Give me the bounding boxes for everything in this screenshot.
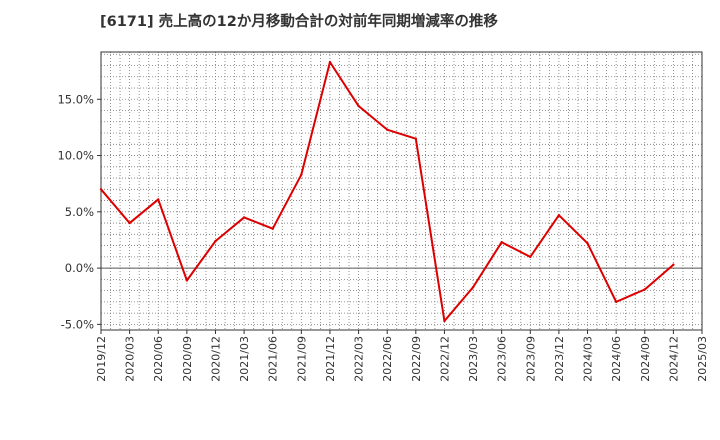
series-points — [99, 60, 675, 323]
plot-area — [101, 52, 702, 330]
data-point — [529, 255, 532, 259]
y-tick-label: 15.0% — [57, 92, 94, 106]
x-tick-label: 2025/03 — [696, 336, 709, 382]
x-tick-label: 2020/06 — [152, 336, 165, 382]
x-tick-label: 2021/03 — [238, 336, 251, 382]
x-tick-label: 2019/12 — [95, 336, 108, 382]
data-point — [157, 198, 160, 201]
data-point — [385, 128, 389, 131]
x-tick-label: 2020/12 — [209, 336, 222, 382]
data-point — [99, 188, 103, 191]
x-tick-label: 2023/06 — [496, 336, 509, 382]
x-tick-label: 2024/12 — [667, 336, 680, 382]
data-point — [128, 221, 131, 225]
x-tick-label: 2021/06 — [267, 336, 280, 382]
x-tick-label: 2024/06 — [610, 336, 623, 382]
y-axis: -5.0% 0.0% 5.0% 10.0% 15.0% — [57, 92, 101, 331]
data-point — [300, 173, 303, 176]
x-tick-label: 2024/03 — [582, 336, 595, 382]
y-tick-label: 0.0% — [65, 261, 94, 275]
x-tick-label: 2022/06 — [381, 336, 394, 382]
x-tick-label: 2020/09 — [181, 336, 194, 382]
x-tick-label: 2023/03 — [467, 336, 480, 382]
vertical-gridlines — [110, 52, 693, 330]
horizontal-gridlines — [101, 53, 702, 325]
x-tick-label: 2022/12 — [438, 336, 451, 382]
y-tick-label: 10.0% — [57, 149, 94, 163]
data-point — [471, 286, 475, 289]
data-point — [643, 288, 646, 291]
data-point — [672, 263, 675, 266]
x-tick-label: 2022/09 — [410, 336, 423, 382]
data-point — [586, 242, 589, 245]
data-point — [185, 279, 189, 282]
x-tick-label: 2022/03 — [353, 336, 366, 382]
chart-title: [6171] 売上高の12か月移動合計の対前年同期増減率の推移 — [100, 14, 498, 30]
x-tick-label: 2023/12 — [553, 336, 566, 382]
plot-frame — [100, 51, 703, 331]
data-point — [242, 216, 246, 219]
x-tick-label: 2024/09 — [639, 336, 652, 382]
x-axis: 2019/12 2020/03 2020/06 2020/09 2020/12 2021/… — [95, 330, 709, 382]
x-tick-label: 2021/12 — [324, 336, 337, 382]
data-point — [271, 227, 274, 230]
data-point — [500, 241, 503, 244]
x-tick-label: 2023/09 — [524, 336, 537, 382]
data-point — [443, 319, 446, 323]
data-point — [414, 137, 418, 140]
data-point — [614, 300, 618, 304]
y-tick-label: 5.0% — [65, 205, 94, 219]
data-point — [557, 213, 561, 217]
data-point — [357, 104, 360, 108]
data-point — [214, 239, 217, 243]
x-tick-label: 2020/03 — [124, 336, 137, 382]
data-point — [328, 60, 332, 64]
y-tick-label: -5.0% — [61, 317, 94, 331]
x-tick-label: 2021/09 — [295, 336, 308, 382]
